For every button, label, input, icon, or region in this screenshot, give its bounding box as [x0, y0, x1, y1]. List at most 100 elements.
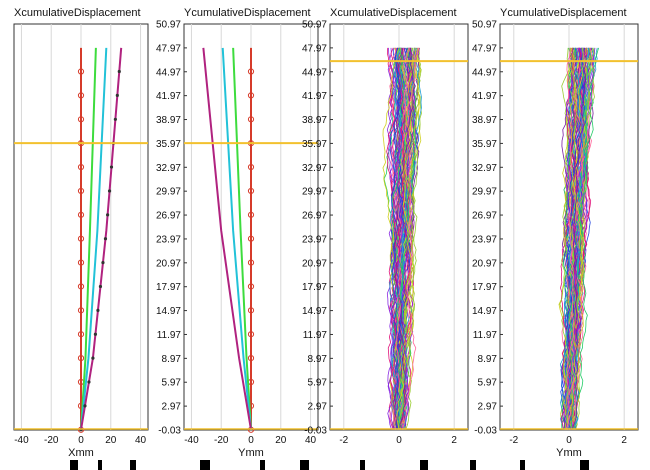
- y-tick-label: 44.97: [302, 67, 327, 78]
- series-line: [573, 47, 599, 430]
- y-tick-label: 35.97: [302, 139, 327, 150]
- series-marker: [103, 237, 108, 241]
- y-tick-label: 5.97: [478, 378, 498, 389]
- series-line: [560, 47, 577, 430]
- y-tick-label: 2.97: [478, 402, 498, 413]
- series-marker: [77, 283, 85, 290]
- series-marker: [98, 284, 103, 289]
- series-marker: [107, 189, 112, 193]
- series-line: [565, 47, 591, 430]
- y-tick-label: 14.97: [156, 306, 181, 317]
- series-marker: [247, 187, 255, 195]
- series-line: [403, 47, 422, 430]
- y-tick-label: 20.97: [472, 258, 497, 269]
- series-line-4: [80, 47, 123, 430]
- x-axis-label: Ymm: [556, 447, 582, 459]
- y-tick-label: 2.97: [162, 402, 182, 413]
- series-line: [389, 47, 401, 430]
- series-marker: [247, 331, 255, 338]
- y-tick-label: 50.97: [472, 20, 497, 31]
- chart-title: XcumulativeDisplacement: [330, 7, 457, 19]
- y-tick-label: -0.03: [158, 426, 181, 437]
- series-marker: [106, 213, 110, 217]
- y-tick-label: 32.97: [156, 163, 181, 174]
- x-tick-label: -40: [14, 435, 29, 446]
- y-tick-label: 50.97: [302, 20, 327, 31]
- y-tick-label: 47.97: [472, 43, 497, 54]
- x-tick-label: -2: [339, 435, 348, 446]
- y-tick-label: 17.97: [302, 282, 327, 293]
- y-tick-label: 23.97: [156, 234, 181, 245]
- series-line: [565, 47, 575, 430]
- y-tick-label: 17.97: [472, 282, 497, 293]
- y-tick-label: 29.97: [156, 187, 181, 198]
- series-marker: [96, 308, 100, 312]
- series-line: [398, 47, 422, 430]
- series-marker: [77, 259, 85, 266]
- series-marker: [83, 404, 87, 408]
- series-marker: [101, 260, 105, 265]
- y-tick-label: 38.97: [302, 115, 327, 126]
- series-line: [401, 47, 416, 430]
- series-marker: [247, 307, 255, 314]
- series-line: [400, 47, 422, 430]
- series-marker: [247, 235, 255, 242]
- y-tick-label: 23.97: [302, 234, 327, 245]
- y-tick-label: 23.97: [472, 234, 497, 245]
- series-line-4: [202, 47, 252, 430]
- series-marker: [247, 68, 255, 75]
- chart-title: YcumulativeDisplacement: [500, 7, 627, 19]
- y-tick-label: 41.97: [156, 91, 181, 102]
- x-tick-label: 20: [105, 435, 117, 446]
- y-tick-label: 11.97: [473, 330, 498, 341]
- series-marker: [93, 332, 98, 336]
- series-marker: [77, 163, 85, 171]
- series-line: [396, 47, 416, 430]
- series-marker: [87, 380, 91, 384]
- series-marker: [77, 92, 85, 99]
- y-tick-label: 14.97: [302, 306, 327, 317]
- series-marker: [247, 116, 255, 123]
- y-tick-label: 44.97: [156, 67, 181, 78]
- series-marker: [115, 93, 119, 98]
- y-tick-label: 41.97: [302, 91, 327, 102]
- y-tick-label: -0.03: [304, 426, 327, 437]
- y-tick-label: 2.97: [308, 402, 328, 413]
- y-tick-label: 26.97: [472, 211, 497, 222]
- y-tick-label: 38.97: [472, 115, 497, 126]
- y-tick-label: -0.03: [474, 426, 497, 437]
- series-line: [391, 47, 406, 430]
- y-tick-label: 32.97: [472, 163, 497, 174]
- series-marker: [109, 165, 114, 169]
- y-tick-label: 29.97: [302, 187, 327, 198]
- x-tick-label: 0: [566, 435, 572, 446]
- x-tick-label: 2: [451, 435, 457, 446]
- series-line: [397, 47, 416, 430]
- y-tick-label: 8.97: [308, 354, 328, 365]
- y-tick-label: 20.97: [302, 258, 327, 269]
- y-tick-label: 11.97: [303, 330, 328, 341]
- y-tick-label: 14.97: [472, 306, 497, 317]
- series-line-3: [221, 47, 252, 430]
- series-marker: [77, 355, 85, 362]
- series-marker: [117, 69, 121, 74]
- series-marker: [77, 307, 85, 314]
- y-tick-label: 8.97: [162, 354, 182, 365]
- series-line: [568, 47, 589, 430]
- x-tick-label: 2: [621, 435, 627, 446]
- y-tick-label: 5.97: [308, 378, 328, 389]
- series-marker: [77, 187, 85, 195]
- series-marker: [247, 259, 255, 266]
- y-tick-label: 47.97: [156, 43, 181, 54]
- chart-title: XcumulativeDisplacement: [14, 7, 141, 19]
- y-tick-label: 38.97: [156, 115, 181, 126]
- chart-title: YcumulativeDisplacement: [184, 7, 311, 19]
- series-marker: [247, 211, 255, 218]
- y-tick-label: 50.97: [156, 20, 181, 31]
- y-tick-label: 44.97: [472, 67, 497, 78]
- y-tick-label: 5.97: [162, 378, 182, 389]
- x-tick-label: -2: [509, 435, 518, 446]
- y-tick-label: 8.97: [478, 354, 498, 365]
